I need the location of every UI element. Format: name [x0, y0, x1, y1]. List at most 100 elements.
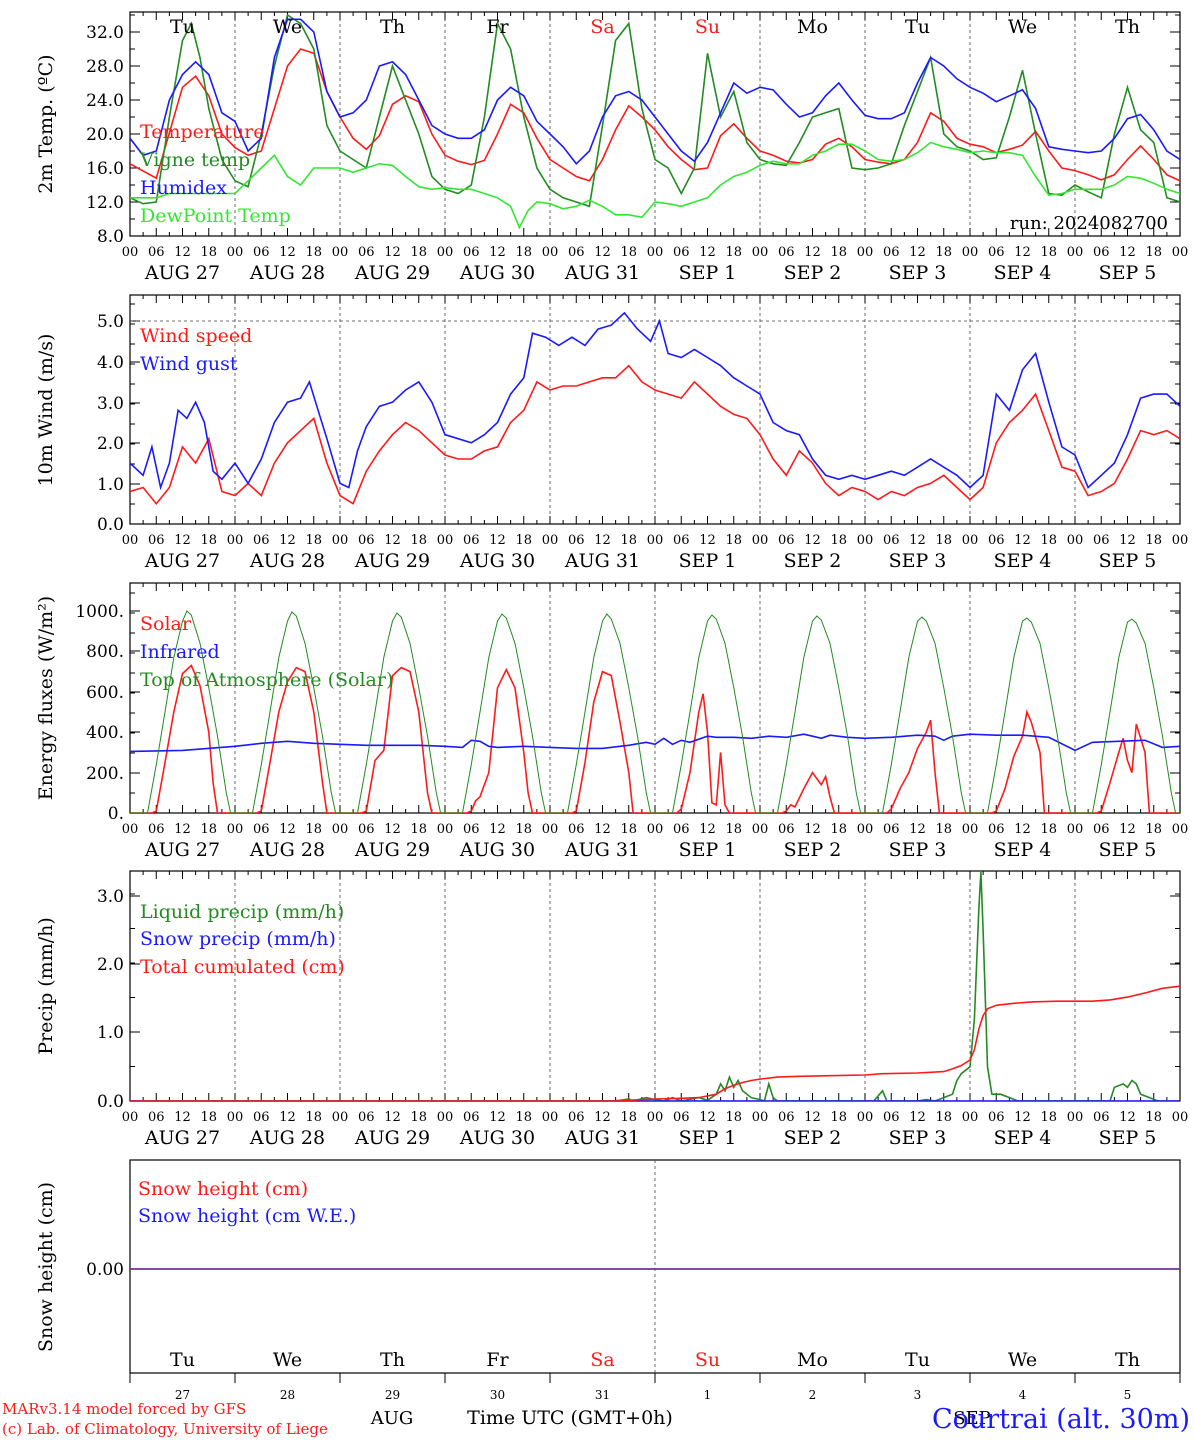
day-name: Tu	[905, 16, 930, 38]
hour-tick-label: 18	[725, 1110, 742, 1125]
panel-1: 8.0 12.0 16.0 20.0 24.0 28.0 32.0 2m Temp. (ºC)…	[35, 11, 1189, 284]
hour-tick-label: 18	[830, 1110, 847, 1125]
y-tick-label: 5.0	[97, 312, 124, 332]
hour-tick-label: 00	[437, 1110, 454, 1125]
hour-tick-label: 12	[1014, 245, 1031, 260]
day-number: 27	[175, 1388, 190, 1402]
y-tick-label: 3.0	[97, 394, 124, 414]
hour-tick-label: 06	[778, 1110, 795, 1125]
panel-5: 0.00 Snow height (cm) Snow height (cm) Snow…	[35, 1159, 1181, 1383]
hour-tick-label: 00	[542, 533, 559, 548]
day-number: 3	[914, 1388, 922, 1402]
hour-tick-label: 00	[962, 1110, 979, 1125]
day-number: 2	[809, 1388, 817, 1402]
hour-tick-label: 00	[1172, 1110, 1189, 1125]
hour-tick-label: 06	[988, 245, 1005, 260]
y-tick-label: 3.0	[97, 887, 124, 907]
hour-tick-label: 06	[1093, 533, 1110, 548]
hour-tick-label: 06	[568, 822, 585, 837]
date-label: SEP 4	[994, 550, 1052, 572]
hour-tick-label: 00	[437, 245, 454, 260]
hour-tick-label: 00	[122, 822, 139, 837]
hour-tick-label: 12	[489, 245, 506, 260]
legend-entry: Infrared	[140, 641, 220, 663]
hour-tick-label: 06	[148, 245, 165, 260]
hour-tick-label: 18	[725, 245, 742, 260]
hour-tick-label: 12	[384, 1110, 401, 1125]
y-tick-label: 24.0	[86, 91, 124, 111]
hour-tick-label: 00	[542, 245, 559, 260]
hour-tick-label: 00	[1172, 245, 1189, 260]
hour-tick-label: 18	[1040, 245, 1057, 260]
hour-tick-label: 00	[542, 822, 559, 837]
hour-tick-label: 18	[515, 533, 532, 548]
day-number: 29	[385, 1388, 400, 1402]
hour-tick-label: 18	[620, 1110, 637, 1125]
date-label: AUG 28	[249, 839, 325, 861]
legend-entry: Snow height (cm W.E.)	[138, 1205, 356, 1227]
hour-tick-label: 18	[410, 822, 427, 837]
hour-tick-label: 00	[857, 1110, 874, 1125]
hour-tick-label: 06	[568, 1110, 585, 1125]
month-label: SEP	[953, 1408, 991, 1429]
panel-2: 0.0 1.0 2.0 3.0 4.0 5.0 10m Wind (m/s) Wind spe…	[35, 294, 1188, 572]
day-name: Sa	[590, 16, 614, 38]
hour-tick-label: 12	[804, 1110, 821, 1125]
hour-tick-label: 06	[673, 245, 690, 260]
hour-tick-label: 00	[752, 245, 769, 260]
hour-tick-label: 12	[699, 822, 716, 837]
hour-tick-label: 18	[305, 822, 322, 837]
hour-tick-label: 12	[909, 822, 926, 837]
hour-tick-label: 00	[1067, 533, 1084, 548]
y-tick-label: 28.0	[86, 57, 124, 77]
y-tick-label: 200.	[86, 764, 124, 784]
hour-tick-label: 06	[1093, 245, 1110, 260]
hour-tick-label: 06	[463, 822, 480, 837]
day-name: We	[1008, 16, 1037, 38]
hour-tick-label: 12	[279, 245, 296, 260]
hour-tick-label: 18	[935, 533, 952, 548]
legend-entry: Temperature	[140, 121, 264, 143]
y-tick-label: 0.0	[97, 1092, 124, 1112]
y-axis-label: Snow height (cm)	[35, 1182, 57, 1352]
day-name: Tu	[170, 16, 195, 38]
hour-tick-label: 06	[988, 822, 1005, 837]
hour-tick-label: 18	[305, 245, 322, 260]
date-label: SEP 1	[679, 1127, 737, 1149]
hour-tick-label: 06	[358, 533, 375, 548]
hour-tick-label: 00	[752, 533, 769, 548]
hour-tick-label: 00	[437, 822, 454, 837]
hour-tick-label: 12	[594, 533, 611, 548]
hour-tick-label: 00	[332, 533, 349, 548]
hour-tick-label: 06	[883, 822, 900, 837]
hour-tick-label: 00	[857, 533, 874, 548]
date-label: SEP 4	[994, 839, 1052, 861]
hour-tick-label: 12	[489, 1110, 506, 1125]
hour-tick-label: 00	[122, 533, 139, 548]
date-label: AUG 31	[564, 839, 640, 861]
hour-tick-label: 12	[699, 1110, 716, 1125]
hour-tick-label: 06	[778, 533, 795, 548]
hour-tick-label: 18	[935, 822, 952, 837]
hour-tick-label: 00	[542, 1110, 559, 1125]
station-label: Courtrai (alt. 30m)	[932, 1404, 1190, 1435]
hour-tick-label: 12	[1014, 533, 1031, 548]
hour-tick-label: 00	[1067, 1110, 1084, 1125]
date-label: SEP 5	[1099, 262, 1157, 284]
hour-tick-label: 12	[1119, 822, 1136, 837]
hour-tick-label: 18	[935, 245, 952, 260]
date-label: AUG 29	[354, 262, 430, 284]
date-label: SEP 2	[784, 839, 842, 861]
date-label: SEP 5	[1099, 1127, 1157, 1149]
hour-tick-label: 06	[568, 533, 585, 548]
day-name: We	[273, 1349, 302, 1371]
hour-tick-label: 18	[305, 1110, 322, 1125]
hour-tick-label: 06	[148, 1110, 165, 1125]
y-tick-label: 32.0	[86, 23, 124, 43]
y-tick-label: 12.0	[86, 193, 124, 213]
date-label: SEP 2	[784, 1127, 842, 1149]
hour-tick-label: 00	[962, 533, 979, 548]
y-tick-label: 800.	[86, 642, 124, 662]
y-tick-label: 0.00	[86, 1260, 124, 1280]
